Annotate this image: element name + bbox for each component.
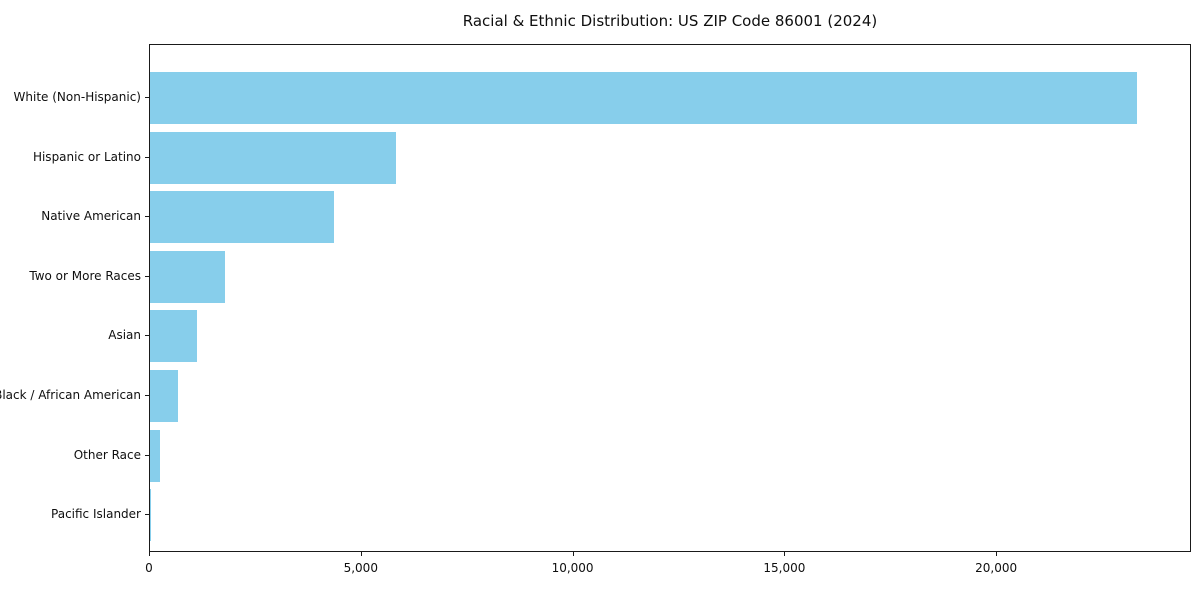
x-tick-label: 5,000 (343, 561, 378, 575)
y-tick-mark (145, 97, 149, 98)
x-tick-mark (360, 552, 362, 556)
x-tick-mark (784, 552, 786, 556)
y-tick-label: Hispanic or Latino (32, 149, 141, 164)
bar-two-or-more-races (150, 250, 225, 303)
y-tick-label: Native American (41, 209, 141, 224)
bar-hispanic-or-latino (150, 131, 396, 184)
x-axis: 0 5,000 10,000 15,000 20,000 (145, 552, 1191, 592)
bar-pacific-islander (150, 489, 152, 542)
y-tick-mark (145, 514, 149, 516)
y-tick-mark (145, 275, 149, 277)
y-tick-label: Black / African American (0, 388, 141, 402)
plot-area (149, 44, 1191, 552)
bar-white-non-hispanic (150, 72, 1137, 124)
x-tick-label: 10,000 (551, 561, 594, 575)
x-tick-mark (996, 552, 998, 556)
y-tick-mark (145, 156, 149, 158)
y-tick-label: Other Race (73, 447, 141, 462)
bar-asian (150, 310, 197, 363)
bar-black-african-american (150, 370, 178, 422)
x-tick-label: 20,000 (975, 561, 1018, 575)
bar-native-american (150, 191, 335, 244)
y-axis-labels: White (Non-Hispanic) Hispanic or Latino Na… (0, 44, 141, 552)
x-tick-label: 0 (145, 561, 153, 575)
y-tick-mark (145, 454, 149, 456)
y-tick-mark (145, 395, 149, 396)
y-tick-mark (145, 335, 149, 337)
x-tick-mark (149, 552, 150, 556)
y-tick-label: Two or More Races (29, 268, 141, 283)
x-tick-mark (572, 552, 574, 556)
y-tick-mark (145, 216, 149, 218)
y-tick-label: Asian (108, 328, 141, 343)
chart-title: Racial & Ethnic Distribution: US ZIP Cod… (462, 12, 878, 30)
bar-other-race (150, 429, 160, 482)
y-tick-label: White (Non-Hispanic) (13, 90, 141, 104)
x-tick-label: 15,000 (763, 561, 806, 575)
y-tick-label: Pacific Islander (51, 507, 141, 522)
